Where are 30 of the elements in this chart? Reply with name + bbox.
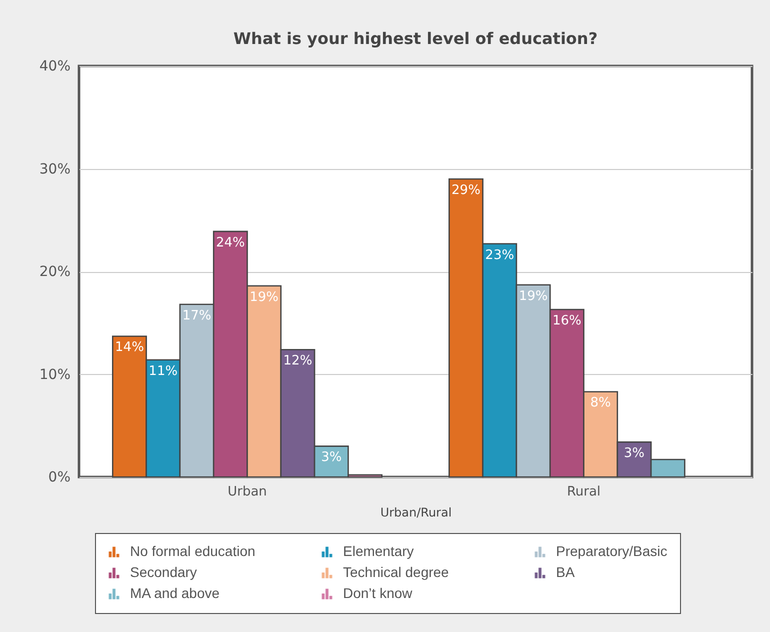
data-label: 17%: [182, 308, 212, 324]
chart-title: What is your highest level of education?: [233, 29, 598, 48]
data-label: 19%: [250, 290, 279, 305]
data-label: 11%: [148, 364, 178, 379]
y-tick-label: 20%: [39, 264, 70, 280]
data-label: 3%: [321, 450, 342, 466]
data-label: 24%: [216, 235, 245, 250]
data-label: 12%: [283, 354, 312, 369]
data-label: 14%: [115, 340, 144, 356]
data-label: 19%: [518, 288, 548, 304]
legend-label: MA and above: [130, 585, 220, 601]
legend-label: Preparatory/Basic: [556, 543, 668, 559]
legend-label: BA: [556, 564, 576, 580]
legend-label: Don’t know: [343, 585, 414, 601]
data-label: 3%: [624, 446, 645, 462]
x-tick-label: Rural: [566, 484, 601, 500]
data-label: 8%: [590, 396, 611, 411]
x-axis-title: Urban/Rural: [380, 506, 452, 520]
legend-label: Secondary: [130, 564, 197, 580]
legend-label: Elementary: [343, 543, 414, 559]
legend-label: No formal education: [130, 543, 256, 559]
legend-label: Technical degree: [343, 564, 450, 580]
y-tick-label: 10%: [39, 366, 70, 383]
data-label: 16%: [552, 314, 582, 329]
y-tick-label: 30%: [39, 161, 70, 178]
x-tick-label: Urban: [228, 484, 267, 500]
data-label: 23%: [485, 248, 514, 263]
y-tick-label: 40%: [39, 58, 70, 74]
data-label: 29%: [452, 183, 480, 198]
y-tick-label: 0%: [48, 470, 70, 486]
